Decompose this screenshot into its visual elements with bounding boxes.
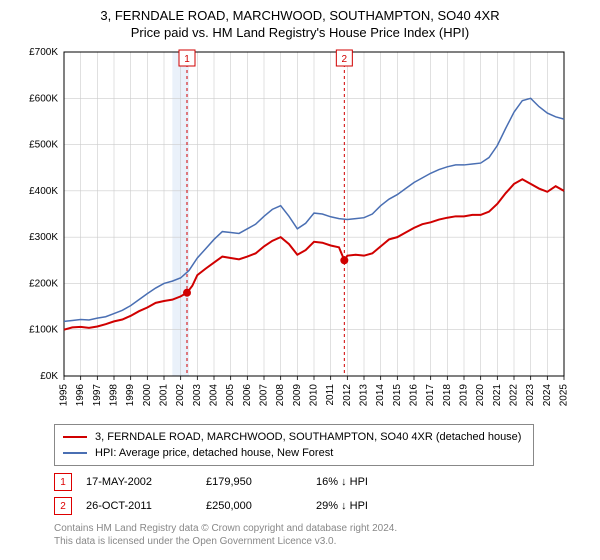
svg-text:1: 1 bbox=[184, 54, 190, 65]
svg-text:2: 2 bbox=[342, 54, 348, 65]
sale-delta-2: 29% ↓ HPI bbox=[316, 500, 426, 512]
chart-area: £0K £100K £200K £300K £400K £500K £600K £700K 19… bbox=[20, 46, 580, 416]
svg-text:2016: 2016 bbox=[409, 384, 420, 407]
svg-text:2015: 2015 bbox=[392, 384, 403, 407]
sale-row-1: 1 17-MAY-2002 £179,950 16% ↓ HPI bbox=[54, 470, 590, 494]
svg-text:2011: 2011 bbox=[325, 384, 336, 406]
sale-row-2: 2 26-OCT-2011 £250,000 29% ↓ HPI bbox=[54, 494, 590, 518]
sale-date-2: 26-OCT-2011 bbox=[86, 500, 206, 512]
sale-marker-2: 2 bbox=[54, 497, 72, 515]
svg-text:2004: 2004 bbox=[209, 384, 220, 407]
svg-text:1998: 1998 bbox=[109, 384, 120, 407]
svg-text:2025: 2025 bbox=[559, 384, 570, 407]
sale-marker-1: 1 bbox=[54, 473, 72, 491]
svg-text:2007: 2007 bbox=[259, 384, 270, 407]
svg-text:£700K: £700K bbox=[29, 47, 58, 58]
svg-text:£100K: £100K bbox=[29, 325, 58, 336]
sale-rows: 1 17-MAY-2002 £179,950 16% ↓ HPI 2 26-OC… bbox=[54, 470, 590, 518]
legend-swatch-series1 bbox=[63, 436, 87, 438]
legend-swatch-series2 bbox=[63, 452, 87, 454]
svg-text:2006: 2006 bbox=[242, 384, 253, 407]
svg-text:2017: 2017 bbox=[425, 384, 436, 407]
svg-text:2009: 2009 bbox=[292, 384, 303, 407]
svg-text:2014: 2014 bbox=[375, 384, 386, 407]
svg-text:£0K: £0K bbox=[40, 371, 58, 382]
sale-delta-1: 16% ↓ HPI bbox=[316, 476, 426, 488]
legend-label-series2: HPI: Average price, detached house, New … bbox=[95, 447, 333, 459]
svg-text:1999: 1999 bbox=[125, 384, 136, 407]
footer-line1: Contains HM Land Registry data © Crown c… bbox=[54, 522, 590, 535]
legend-box: 3, FERNDALE ROAD, MARCHWOOD, SOUTHAMPTON… bbox=[54, 424, 534, 466]
svg-text:2003: 2003 bbox=[192, 384, 203, 407]
svg-text:2021: 2021 bbox=[492, 384, 503, 407]
legend-row-series1: 3, FERNDALE ROAD, MARCHWOOD, SOUTHAMPTON… bbox=[63, 429, 525, 445]
sale-date-1: 17-MAY-2002 bbox=[86, 476, 206, 488]
svg-text:2001: 2001 bbox=[159, 384, 170, 407]
svg-text:1996: 1996 bbox=[75, 384, 86, 407]
legend-row-series2: HPI: Average price, detached house, New … bbox=[63, 445, 525, 461]
svg-text:2005: 2005 bbox=[225, 384, 236, 407]
svg-text:2012: 2012 bbox=[342, 384, 353, 407]
svg-text:2018: 2018 bbox=[442, 384, 453, 407]
footer: Contains HM Land Registry data © Crown c… bbox=[54, 522, 590, 548]
line-chart-svg: £0K £100K £200K £300K £400K £500K £600K £700K 19… bbox=[20, 46, 580, 416]
svg-text:2010: 2010 bbox=[309, 384, 320, 407]
svg-text:2008: 2008 bbox=[275, 384, 286, 407]
svg-text:2023: 2023 bbox=[525, 384, 536, 407]
svg-text:1997: 1997 bbox=[92, 384, 103, 407]
sale-price-1: £179,950 bbox=[206, 476, 316, 488]
sale-price-2: £250,000 bbox=[206, 500, 316, 512]
svg-text:2002: 2002 bbox=[175, 384, 186, 407]
chart-subtitle: Price paid vs. HM Land Registry's House … bbox=[10, 25, 590, 40]
svg-text:2013: 2013 bbox=[359, 384, 370, 407]
chart-title: 3, FERNDALE ROAD, MARCHWOOD, SOUTHAMPTON… bbox=[10, 8, 590, 23]
svg-text:2020: 2020 bbox=[475, 384, 486, 407]
svg-text:£200K: £200K bbox=[29, 278, 58, 289]
footer-line2: This data is licensed under the Open Gov… bbox=[54, 535, 590, 548]
svg-text:2024: 2024 bbox=[542, 384, 553, 407]
svg-text:2022: 2022 bbox=[509, 384, 520, 407]
svg-text:1995: 1995 bbox=[59, 384, 70, 407]
svg-text:£300K: £300K bbox=[29, 232, 58, 243]
svg-text:£400K: £400K bbox=[29, 186, 58, 197]
svg-text:2019: 2019 bbox=[459, 384, 470, 407]
svg-text:2000: 2000 bbox=[142, 384, 153, 407]
legend-label-series1: 3, FERNDALE ROAD, MARCHWOOD, SOUTHAMPTON… bbox=[95, 431, 521, 443]
svg-text:£600K: £600K bbox=[29, 93, 58, 104]
svg-text:£500K: £500K bbox=[29, 140, 58, 151]
